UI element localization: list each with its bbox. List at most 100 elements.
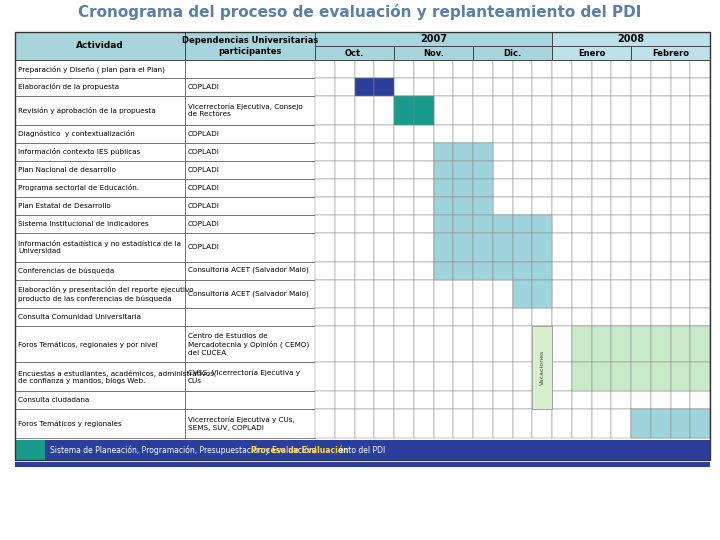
Text: Información estadística y no estadística de la
Universidad: Información estadística y no estadística… xyxy=(18,240,181,254)
Text: Enero: Enero xyxy=(578,49,606,57)
Bar xyxy=(374,326,394,362)
Bar xyxy=(492,78,513,96)
Bar xyxy=(473,362,492,391)
Bar xyxy=(513,197,532,215)
Text: COPLADI: COPLADI xyxy=(188,244,220,250)
Bar xyxy=(631,46,710,60)
Bar xyxy=(690,60,710,78)
Bar xyxy=(473,78,492,96)
Bar xyxy=(354,280,374,308)
Bar xyxy=(315,391,335,409)
Text: Actividad: Actividad xyxy=(76,42,124,51)
Bar xyxy=(354,215,374,233)
Text: 2007: 2007 xyxy=(420,34,447,44)
Bar xyxy=(690,261,710,280)
Bar xyxy=(473,46,552,60)
Bar xyxy=(433,161,454,179)
Bar xyxy=(690,409,710,438)
Bar xyxy=(592,391,611,409)
Bar xyxy=(611,362,631,391)
Bar xyxy=(513,215,532,233)
Text: Consultoría ACET (Salvador Malo): Consultoría ACET (Salvador Malo) xyxy=(188,267,309,274)
Bar xyxy=(473,60,492,78)
Bar xyxy=(414,161,433,179)
Bar xyxy=(15,409,185,438)
Bar xyxy=(492,261,513,280)
Bar xyxy=(572,233,592,261)
Bar xyxy=(532,143,552,161)
Text: Proceso de Evaluación: Proceso de Evaluación xyxy=(251,446,349,455)
Bar xyxy=(335,96,354,125)
Bar xyxy=(651,326,670,362)
Bar xyxy=(611,60,631,78)
Bar xyxy=(15,96,185,125)
Bar xyxy=(592,409,611,438)
Bar xyxy=(532,233,552,261)
Bar xyxy=(592,96,611,125)
Bar xyxy=(592,362,611,391)
Bar xyxy=(670,125,690,143)
Bar xyxy=(690,197,710,215)
Bar xyxy=(335,143,354,161)
Bar xyxy=(433,326,454,362)
Bar xyxy=(631,308,651,326)
Bar xyxy=(374,179,394,197)
Bar xyxy=(690,391,710,409)
Bar xyxy=(670,78,690,96)
Bar xyxy=(492,60,513,78)
Bar xyxy=(690,326,710,362)
Bar xyxy=(513,409,532,438)
Bar xyxy=(670,261,690,280)
Bar xyxy=(552,391,572,409)
Bar xyxy=(513,362,532,391)
Bar xyxy=(492,362,513,391)
Bar xyxy=(394,197,414,215)
Bar xyxy=(414,261,433,280)
Bar xyxy=(690,96,710,125)
Bar xyxy=(185,233,315,261)
Bar xyxy=(394,78,414,96)
Bar xyxy=(552,179,572,197)
Bar xyxy=(335,197,354,215)
Bar xyxy=(690,326,710,362)
Bar xyxy=(670,326,690,362)
Bar xyxy=(454,215,473,233)
Bar xyxy=(611,78,631,96)
Bar xyxy=(532,179,552,197)
Bar xyxy=(631,96,651,125)
Bar xyxy=(572,409,592,438)
Text: Encuestas a estudiantes, académicos, administrativos,
de confianza y mandos, blo: Encuestas a estudiantes, académicos, adm… xyxy=(18,369,216,384)
Bar xyxy=(433,362,454,391)
Bar xyxy=(374,409,394,438)
Bar xyxy=(552,32,710,46)
Bar xyxy=(473,233,492,261)
Bar xyxy=(454,233,473,261)
Bar xyxy=(335,308,354,326)
Bar xyxy=(690,161,710,179)
Bar xyxy=(433,78,454,96)
Bar xyxy=(454,78,473,96)
Bar xyxy=(473,197,492,215)
Bar xyxy=(454,96,473,125)
Bar xyxy=(185,125,315,143)
Text: COPLADI: COPLADI xyxy=(188,131,220,137)
Bar xyxy=(670,362,690,391)
Bar xyxy=(15,233,185,261)
Bar xyxy=(631,409,651,438)
Bar xyxy=(454,161,473,179)
Bar xyxy=(532,308,552,326)
Bar xyxy=(354,179,374,197)
Bar xyxy=(552,233,572,261)
Bar xyxy=(572,391,592,409)
Bar xyxy=(572,161,592,179)
Bar xyxy=(374,197,394,215)
Bar xyxy=(631,362,651,391)
Bar xyxy=(473,409,492,438)
Text: Febrero: Febrero xyxy=(652,49,689,57)
Bar xyxy=(414,125,433,143)
Bar xyxy=(572,197,592,215)
Bar xyxy=(532,161,552,179)
Bar xyxy=(414,308,433,326)
Bar xyxy=(572,78,592,96)
Text: COPLADI: COPLADI xyxy=(188,84,220,90)
